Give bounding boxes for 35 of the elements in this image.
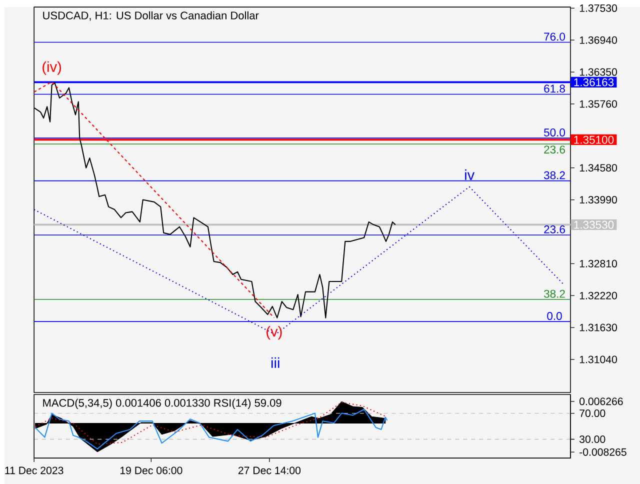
annotation: iii xyxy=(271,357,280,368)
y-tick-label: 1.37530 xyxy=(580,4,617,12)
y-tick-label: 1.32220 xyxy=(580,292,617,300)
annotation: 50.0 xyxy=(544,128,566,137)
annotation: iv xyxy=(465,169,475,180)
annotation: 61.8 xyxy=(544,84,565,93)
line-series xyxy=(34,408,388,450)
ref-line-label: 1.35100 xyxy=(574,136,614,144)
ref-line-label: 1.36163 xyxy=(574,78,614,86)
y-tick-label: 70.00 xyxy=(580,410,606,418)
y-tick-label: 1.31630 xyxy=(580,324,617,332)
annotation: (iv) xyxy=(42,61,62,75)
y-tick-label: 1.34580 xyxy=(580,164,617,172)
annotation: 23.6 xyxy=(544,146,565,154)
y2-tick-label: -0.008265 xyxy=(580,448,626,456)
annotation: 0.0 xyxy=(547,312,562,320)
y-tick-label: 1.33990 xyxy=(580,196,617,204)
annotation: 38.2 xyxy=(544,290,565,298)
y-tick-label: 1.32810 xyxy=(580,260,617,268)
ref-line-label: 1.33530 xyxy=(574,220,614,229)
x-tick-label: 11 Dec 2023 xyxy=(5,466,64,474)
x-tick-label: 27 Dec 14:00 xyxy=(238,466,301,474)
x-tick-label: 19 Dec 06:00 xyxy=(120,466,182,474)
annotation: 38.2 xyxy=(544,171,565,180)
y-tick-label: 1.35760 xyxy=(580,100,617,108)
y2-tick-label: 0.006266 xyxy=(580,398,623,406)
y-tick-label: 1.36940 xyxy=(580,36,617,44)
y-tick-label: 1.31040 xyxy=(580,356,617,364)
annotation: 76.0 xyxy=(544,32,566,41)
y-tick-label: 30.00 xyxy=(580,436,606,444)
annotation: 23.6 xyxy=(544,225,565,234)
chart-title: USDCAD, H1: US Dollar vs Canadian Dollar xyxy=(43,11,259,21)
annotation: (v) xyxy=(266,326,282,340)
chart-title: MACD(5,34,5) 0.001406 0.001330 RSI(14) 59.09 xyxy=(43,398,282,410)
y-tick-label: 1.36350 xyxy=(580,68,617,76)
